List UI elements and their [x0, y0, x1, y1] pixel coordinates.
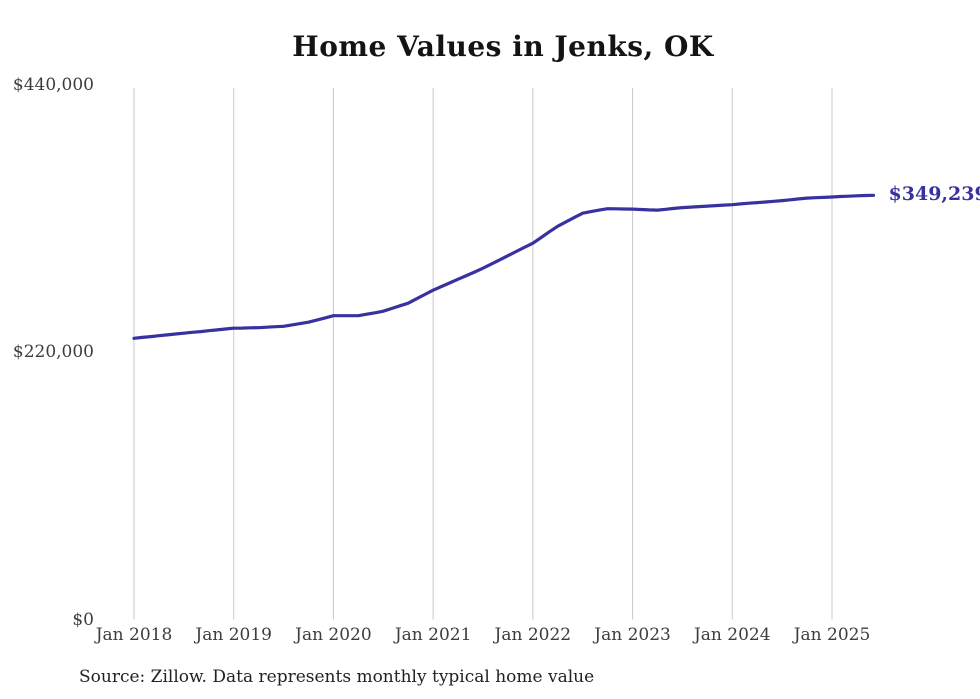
x-axis-tick-label: Jan 2023 [594, 625, 671, 645]
y-axis-tick-label: $440,000 [12, 75, 94, 95]
x-axis-tick-label: Jan 2019 [195, 625, 272, 645]
x-axis-tick-label: Jan 2024 [693, 625, 771, 645]
y-axis-tick-label: $0 [72, 609, 94, 630]
y-axis-tick-label: $220,000 [12, 342, 94, 363]
home-value-line-series [132, 193, 876, 340]
x-axis-tick-label: Jan 2022 [494, 625, 572, 645]
series-end-value-label: $349,239 [888, 183, 980, 206]
x-axis-tick-label: Jan 2018 [95, 625, 173, 645]
x-axis-tick-label: Jan 2025 [793, 625, 871, 645]
x-axis-tick-label: Jan 2021 [394, 625, 472, 645]
chart-title: Home Values in Jenks, OK [292, 30, 714, 63]
gridlines-group [133, 88, 833, 620]
x-axis-tick-label: Jan 2020 [295, 625, 372, 645]
source-note: Source: Zillow. Data represents monthly … [79, 667, 595, 687]
